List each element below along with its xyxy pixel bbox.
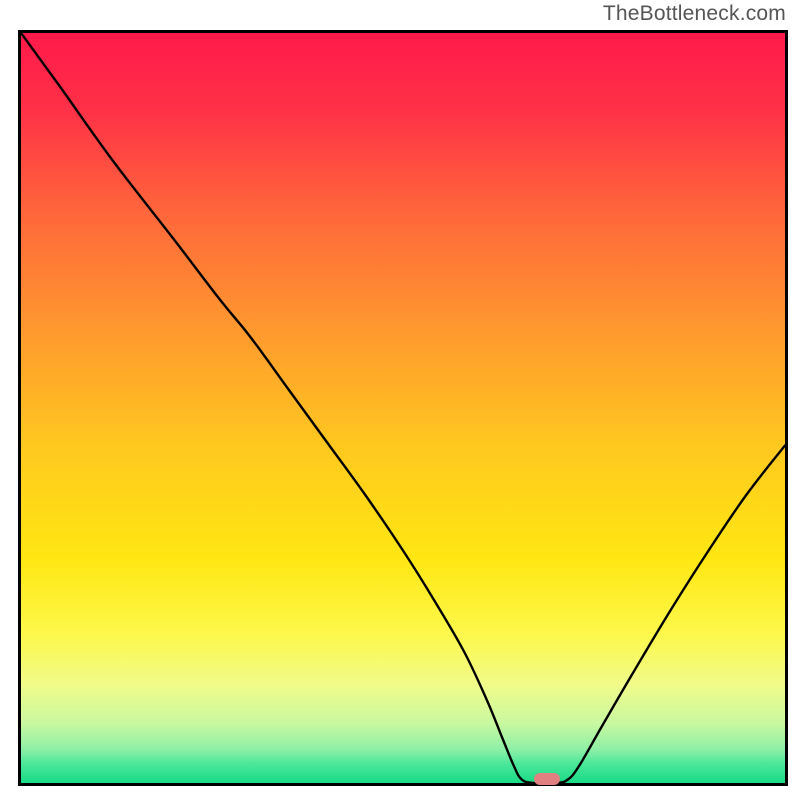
watermark-text: TheBottleneck.com: [603, 2, 786, 26]
plot-svg: [21, 33, 785, 783]
optimum-marker: [534, 773, 560, 785]
plot-background-gradient: [21, 33, 785, 783]
